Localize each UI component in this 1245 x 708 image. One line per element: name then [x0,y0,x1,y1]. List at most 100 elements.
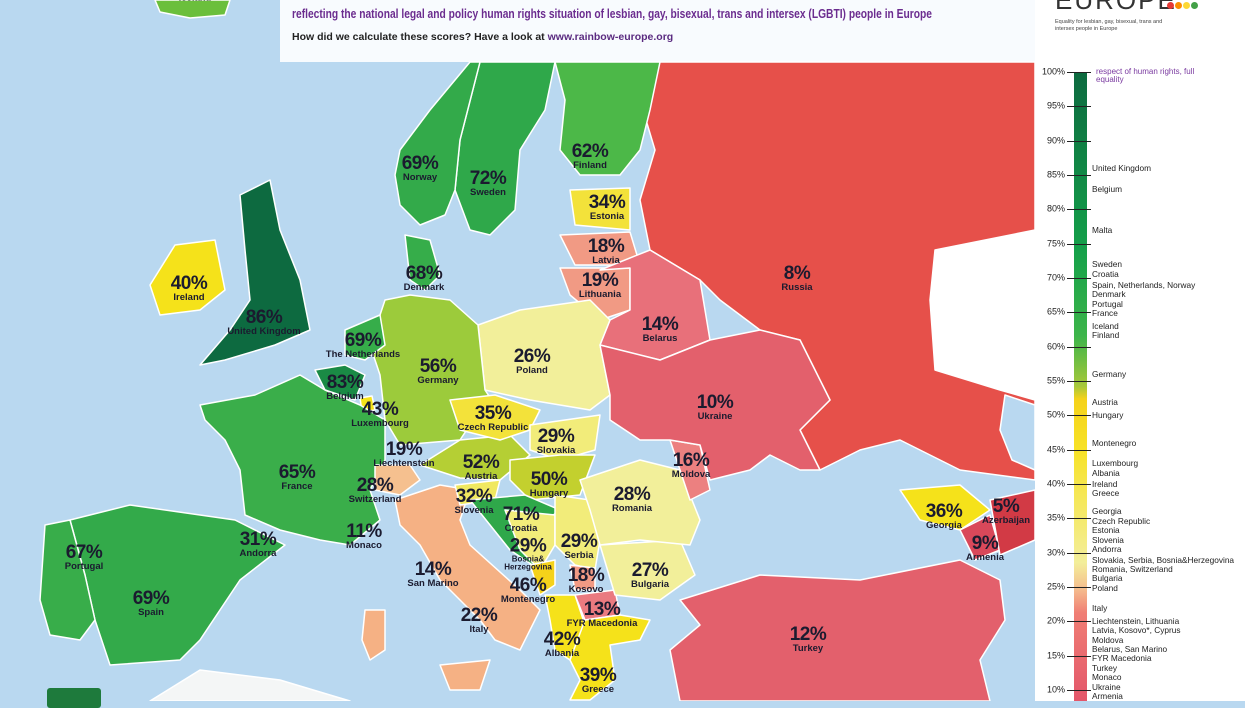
region-russia [639,61,1036,481]
region-bosnia [504,509,556,571]
legend-tick-label: 55% [1046,375,1065,386]
region-sardinia [361,609,386,661]
region-austria [419,434,531,481]
region-greece [569,614,651,701]
legend-entry: Portugal [1092,298,1123,309]
legend-entry: Estonia [1092,525,1120,536]
legend-entry: FYR Macedonia [1092,653,1152,664]
legend-entry: Malta [1092,224,1113,235]
region-hungary [509,454,596,501]
legend-entry: Austria [1092,396,1118,407]
legend-entry: Montenegro [1092,437,1137,448]
legend-tick [1067,655,1091,657]
legend-tick [1067,312,1091,314]
legend-entry: Slovenia [1092,534,1124,545]
region-iceland [154,0,231,19]
legend-tick-label: 40% [1046,478,1065,489]
region-georgia [899,484,991,531]
legend-entry: Iceland [1092,320,1119,331]
legend-entry: Poland [1092,582,1118,593]
legend-tick [1067,518,1091,520]
legend-tick-label: 90% [1046,135,1065,146]
legend-tick-label: 95% [1046,100,1065,111]
legend-entry: Armenia [1092,690,1123,701]
rainbow-dots-icon [1167,0,1199,14]
legend-entry: Germany [1092,368,1127,379]
legend-entry: Slovakia, Serbia, Bosnia&Herzegovina [1092,554,1235,565]
legend-entry: Georgia [1092,506,1122,517]
legend-tick [1067,243,1091,245]
region-romania [579,459,701,546]
region-switzerland [374,464,421,496]
legend-entry: Romania, Switzerland [1092,563,1173,574]
legend-color-scale [1074,72,1087,701]
logo-word: EUROPE [1055,0,1177,15]
region-denmark [404,234,441,291]
logo-subtitle: Equality for lesbian, gay, bisexual, tra… [1055,19,1163,33]
legend-entry: Greece [1092,488,1120,499]
region-poland [477,299,611,411]
legend-tick-label: 75% [1046,238,1065,249]
legend-tick-label: 20% [1046,615,1065,626]
legend-tick [1067,346,1091,348]
legend-tick-label: 10% [1046,684,1065,695]
legend-entry: Croatia [1092,268,1119,279]
legend-entry: Turkey [1092,662,1118,673]
legend-entry: Hungary [1092,410,1124,421]
legend-tick [1067,209,1091,211]
legend-entry: Denmark [1092,289,1126,300]
header-subtitle: reflecting the national legal and policy… [292,7,932,21]
region-spain [69,504,286,666]
legend-entry: Belarus, San Marino [1092,643,1168,654]
legend-entry: Monaco [1092,672,1122,683]
legend-tick [1067,140,1091,142]
region-north-africa [149,669,351,701]
rainbow-europe-badge-icon [47,688,101,708]
legend-entry: Latvia, Kosovo*, Cyprus [1092,625,1181,636]
legend-tick-label: 25% [1046,581,1065,592]
legend-tick [1067,106,1091,108]
header-panel: reflecting the national legal and policy… [280,0,1035,62]
legend-tick-label: 85% [1046,169,1065,180]
region-belgium [314,364,366,401]
region-finland [554,61,661,176]
legend-entry: France [1092,307,1118,318]
legend-entry: Spain, Netherlands, Norway [1092,279,1196,290]
legend-entry: Luxembourg [1092,458,1139,469]
region-portugal [39,519,96,641]
legend-tick [1067,72,1091,73]
legend-entry: Moldova [1092,634,1124,645]
region-ukraine [599,329,831,481]
legend-tick [1067,483,1091,485]
legend-tick [1067,552,1091,554]
legend-tick-label: 45% [1046,444,1065,455]
legend-entry: Bulgaria [1092,573,1123,584]
legend-tick-label: 50% [1046,409,1065,420]
header-methodology-note: How did we calculate these scores? Have … [292,31,673,43]
legend-tick-label: 30% [1046,547,1065,558]
rainbow-europe-link[interactable]: www.rainbow-europe.org [547,31,674,43]
legend-tick [1067,174,1091,176]
legend-tick-label: 60% [1046,341,1065,352]
legend-tick [1067,586,1091,588]
legend-top-note: respect of human rights, full equality [1096,67,1195,85]
region-slovakia [529,414,601,461]
legend-entry: Sweden [1092,259,1122,270]
legend-tick [1067,277,1091,279]
legend-tick-label: 65% [1046,306,1065,317]
legend-tick [1067,621,1091,623]
region-estonia [569,187,631,231]
legend-tick-label: 15% [1046,650,1065,661]
region-ireland [149,239,226,316]
legend-tick [1067,689,1091,691]
region-montenegro [529,559,556,596]
region-france [199,374,386,546]
legend-entry: Italy [1092,602,1108,613]
legend-entry: Czech Republic [1092,515,1151,526]
region-netherlands [344,314,386,361]
legend-entry: Belgium [1092,183,1122,194]
legend-tick [1067,449,1091,451]
region-turkey [669,559,1006,701]
region-caspian [999,394,1036,471]
